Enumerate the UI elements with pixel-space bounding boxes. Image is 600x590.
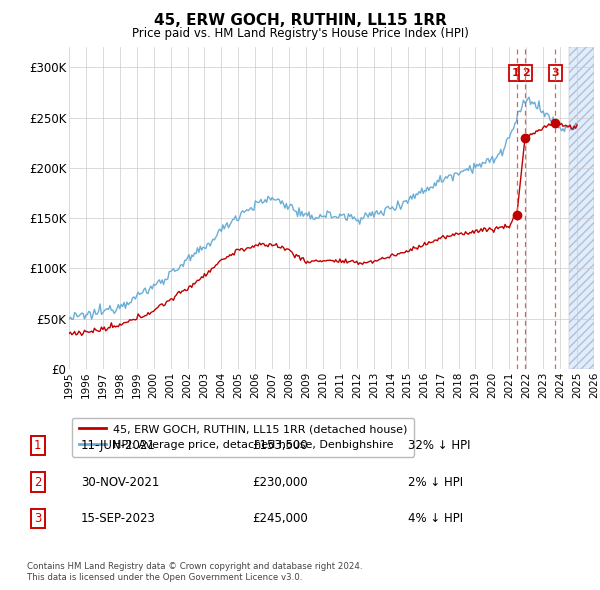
- Text: 15-SEP-2023: 15-SEP-2023: [81, 512, 156, 525]
- Text: £230,000: £230,000: [252, 476, 308, 489]
- Text: £245,000: £245,000: [252, 512, 308, 525]
- Text: 2: 2: [522, 68, 530, 78]
- Bar: [569, 47, 594, 369]
- Text: 32% ↓ HPI: 32% ↓ HPI: [408, 439, 470, 452]
- Text: 11-JUN-2021: 11-JUN-2021: [81, 439, 156, 452]
- Text: 1: 1: [34, 439, 41, 452]
- Text: 1: 1: [512, 68, 520, 78]
- Text: Contains HM Land Registry data © Crown copyright and database right 2024.
This d: Contains HM Land Registry data © Crown c…: [27, 562, 362, 582]
- Text: 2: 2: [34, 476, 41, 489]
- Text: 3: 3: [551, 68, 559, 78]
- Text: 3: 3: [34, 512, 41, 525]
- Text: £153,500: £153,500: [252, 439, 308, 452]
- Text: 4% ↓ HPI: 4% ↓ HPI: [408, 512, 463, 525]
- Legend: 45, ERW GOCH, RUTHIN, LL15 1RR (detached house), HPI: Average price, detached ho: 45, ERW GOCH, RUTHIN, LL15 1RR (detached…: [72, 418, 414, 457]
- Text: Price paid vs. HM Land Registry's House Price Index (HPI): Price paid vs. HM Land Registry's House …: [131, 27, 469, 40]
- Bar: [569, 47, 594, 369]
- Text: 30-NOV-2021: 30-NOV-2021: [81, 476, 160, 489]
- Text: 2% ↓ HPI: 2% ↓ HPI: [408, 476, 463, 489]
- Text: 45, ERW GOCH, RUTHIN, LL15 1RR: 45, ERW GOCH, RUTHIN, LL15 1RR: [154, 13, 446, 28]
